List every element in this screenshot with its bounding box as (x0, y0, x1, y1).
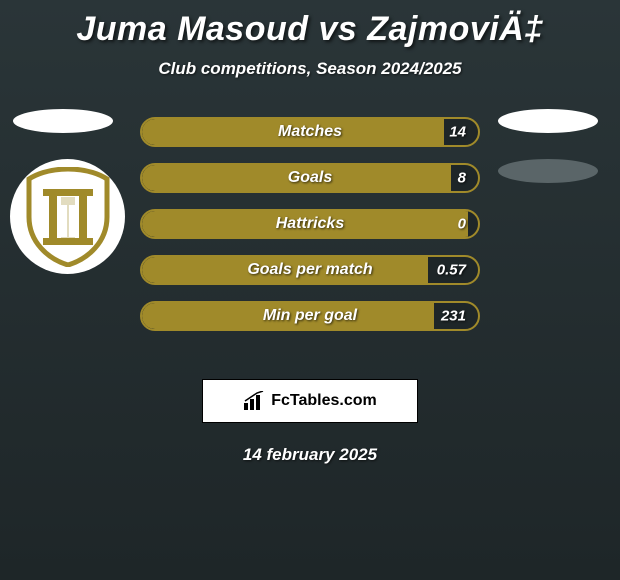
stats-bars: Matches 14 Goals 8 Hattricks 0 Goals per… (140, 117, 480, 347)
shield-icon (23, 167, 113, 267)
player-name-ellipse-left (13, 109, 113, 133)
right-player-column (495, 109, 600, 209)
stat-row-gpm: Goals per match 0.57 (140, 255, 480, 285)
stat-value: 8 (458, 170, 466, 187)
page-subtitle: Club competitions, Season 2024/2025 (0, 59, 620, 79)
stat-label: Min per goal (142, 307, 478, 325)
stat-value: 0.57 (437, 262, 466, 279)
page-title: Juma Masoud vs ZajmoviÄ‡ (0, 0, 620, 49)
club-badge-left (10, 159, 125, 274)
stat-label: Hattricks (142, 215, 478, 233)
player-name-ellipse-right (498, 109, 598, 133)
stat-value: 0 (458, 216, 466, 233)
footer-date: 14 february 2025 (0, 445, 620, 465)
stat-row-hattricks: Hattricks 0 (140, 209, 480, 239)
stat-row-goals: Goals 8 (140, 163, 480, 193)
stat-label: Goals (142, 169, 478, 187)
stat-value: 14 (449, 124, 466, 141)
brand-text: FcTables.com (271, 392, 377, 410)
stat-label: Matches (142, 123, 478, 141)
club-ellipse-right (498, 159, 598, 183)
stat-value: 231 (441, 308, 466, 325)
comparison-content: Matches 14 Goals 8 Hattricks 0 Goals per… (0, 117, 620, 367)
stat-row-mpg: Min per goal 231 (140, 301, 480, 331)
bar-chart-icon (243, 391, 265, 411)
left-player-column (10, 109, 115, 274)
stat-label: Goals per match (142, 261, 478, 279)
brand-box[interactable]: FcTables.com (202, 379, 418, 423)
stat-row-matches: Matches 14 (140, 117, 480, 147)
